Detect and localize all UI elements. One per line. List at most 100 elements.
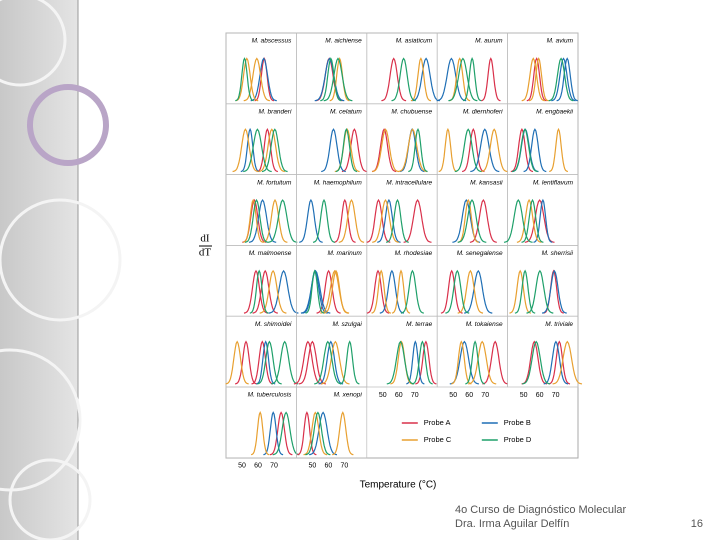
panel-label: M. celatum xyxy=(330,109,362,116)
melt-curve xyxy=(235,57,259,102)
melt-curve xyxy=(470,128,500,173)
melt-curve xyxy=(556,57,578,102)
melt-curve xyxy=(522,340,551,385)
melt-curve xyxy=(454,128,482,173)
melt-curve xyxy=(543,340,569,385)
melt-curve xyxy=(240,127,260,173)
melt-curve xyxy=(481,57,501,102)
melt-curve xyxy=(262,198,288,243)
melt-curve xyxy=(242,198,264,243)
melt-curve xyxy=(257,340,282,385)
melt-curve xyxy=(268,269,299,314)
x-tick-label: 70 xyxy=(481,392,489,399)
melt-curve xyxy=(521,340,548,385)
melt-curve xyxy=(415,340,437,385)
x-tick-label: 60 xyxy=(395,392,403,399)
melt-curve xyxy=(552,340,583,385)
panel-label: M. engbaekii xyxy=(536,109,573,116)
panel xyxy=(296,386,368,459)
melt-curve xyxy=(309,411,338,456)
footer-line: 4o Curso de Diagnóstico Molecular xyxy=(455,504,627,516)
melt-curve xyxy=(386,340,415,385)
melt-curve xyxy=(243,57,271,102)
melt-curve xyxy=(248,199,277,243)
x-tick-label: 70 xyxy=(270,463,278,470)
melt-curve xyxy=(410,57,432,102)
melt-curve xyxy=(528,57,549,102)
figure: dI dT Temperature (°C) M. abscessus M. ai… xyxy=(199,32,583,491)
melt-curve xyxy=(391,57,416,102)
melt-curve xyxy=(314,57,345,102)
melt-curve xyxy=(321,340,350,385)
panel-label: M. sherrisii xyxy=(542,250,574,257)
melt-curve xyxy=(390,340,413,385)
melt-curve xyxy=(440,269,463,314)
melt-curve xyxy=(521,57,545,102)
melt-curve xyxy=(397,128,428,173)
melt-curve xyxy=(225,340,249,385)
melt-curve xyxy=(323,57,353,102)
melt-curve xyxy=(251,340,274,385)
melt-curve xyxy=(258,128,286,173)
panel-label: M. avium xyxy=(547,38,574,45)
melt-curve xyxy=(298,340,327,385)
legend-label: Probe A xyxy=(424,418,451,427)
melt-curve xyxy=(312,198,336,243)
melt-curve xyxy=(333,198,356,243)
panel-label: M. branderi xyxy=(259,109,292,116)
melt-curve xyxy=(523,128,547,173)
melt-curve xyxy=(243,128,272,173)
melt-curve xyxy=(339,340,360,385)
melt-curve xyxy=(267,199,298,243)
x-tick-label: 60 xyxy=(254,463,262,470)
melt-curve xyxy=(381,57,407,102)
panel-label: M. triviale xyxy=(545,321,573,328)
melt-curve xyxy=(293,340,323,385)
panel-label: M. intracellulare xyxy=(386,179,432,186)
x-tick-label: 50 xyxy=(520,392,528,399)
melt-curve xyxy=(526,269,554,314)
panel-label: M. abscessus xyxy=(252,38,292,45)
panel-label: M. aurum xyxy=(475,38,503,45)
melt-curve xyxy=(320,57,342,102)
melt-curve xyxy=(329,57,350,102)
x-tick-label: 50 xyxy=(309,463,317,470)
x-tick-label: 70 xyxy=(552,392,560,399)
melt-curve xyxy=(261,128,288,173)
footer-line: Dra. Irma Aguilar Delfín xyxy=(455,518,569,530)
melt-curve xyxy=(372,198,399,243)
melt-curve xyxy=(457,198,479,243)
melt-curve xyxy=(371,269,392,314)
melt-curve xyxy=(464,269,493,314)
x-tick-label: 50 xyxy=(238,463,246,470)
footer: 4o Curso de Diagnóstico Molecular Dra. I… xyxy=(455,504,703,530)
melt-curve xyxy=(232,128,259,173)
panel-label: M. aichiense xyxy=(325,38,362,45)
x-tick-label: 60 xyxy=(325,463,333,470)
melt-curve xyxy=(403,199,432,243)
melt-curve xyxy=(514,269,536,314)
melt-curve xyxy=(256,340,276,385)
melt-curve xyxy=(445,269,470,314)
panel-label: M. fortuitum xyxy=(257,179,292,186)
melt-curve xyxy=(335,128,358,173)
melt-curve xyxy=(482,340,509,385)
melt-curve xyxy=(511,128,538,173)
melt-curve xyxy=(551,57,576,102)
y-label-top: dI xyxy=(200,233,210,245)
melt-curve xyxy=(400,269,425,314)
panel-label: M. malmoense xyxy=(249,250,292,257)
panel-label: M. terrae xyxy=(406,321,432,328)
legend-label: Probe C xyxy=(424,435,452,444)
melt-curve xyxy=(391,269,411,314)
melt-curve xyxy=(503,199,533,243)
side-decoration xyxy=(0,0,120,540)
melt-curve xyxy=(411,340,433,385)
melt-curve xyxy=(541,269,567,314)
melt-curve xyxy=(269,411,293,456)
x-tick-label: 70 xyxy=(341,463,349,470)
melt-curve xyxy=(303,411,328,456)
